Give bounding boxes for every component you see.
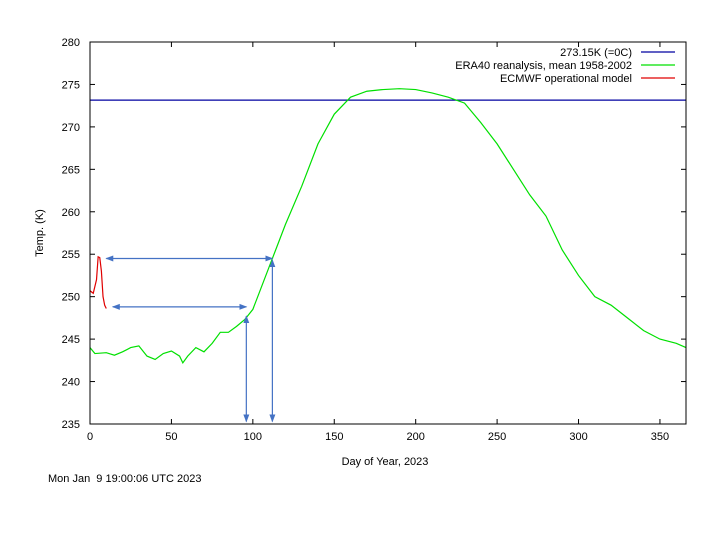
legend-label: ECMWF operational model xyxy=(500,73,632,85)
x-tick-label: 50 xyxy=(165,431,177,443)
x-tick-label: 100 xyxy=(244,431,262,443)
x-tick-label: 350 xyxy=(651,431,669,443)
x-tick-label: 250 xyxy=(488,431,506,443)
x-tick-label: 200 xyxy=(407,431,425,443)
x-tick-label: 0 xyxy=(87,431,93,443)
series-line-2 xyxy=(89,255,107,309)
y-tick-label: 255 xyxy=(62,249,80,261)
legend-label: ERA40 reanalysis, mean 1958-2002 xyxy=(455,60,632,72)
y-tick-label: 260 xyxy=(62,207,80,219)
y-tick-label: 245 xyxy=(62,334,80,346)
legend: 273.15K (=0C)ERA40 reanalysis, mean 1958… xyxy=(455,47,675,85)
x-tick-label: 150 xyxy=(325,431,343,443)
y-tick-label: 250 xyxy=(62,292,80,304)
y-tick-label: 270 xyxy=(62,122,80,134)
y-tick-label: 275 xyxy=(62,79,80,91)
series-line-1 xyxy=(89,88,687,365)
y-tick-label: 280 xyxy=(62,37,80,49)
x-tick-label: 300 xyxy=(569,431,587,443)
y-axis-label: Temp. (K) xyxy=(34,209,46,257)
legend-label: 273.15K (=0C) xyxy=(560,47,632,59)
y-tick-label: 265 xyxy=(62,164,80,176)
plot-frame xyxy=(89,41,687,425)
x-axis-label: Day of Year, 2023 xyxy=(342,456,429,468)
timestamp: Mon Jan 9 19:00:06 UTC 2023 xyxy=(48,473,201,485)
y-tick-label: 235 xyxy=(62,419,80,431)
y-tick-label: 240 xyxy=(62,377,80,389)
